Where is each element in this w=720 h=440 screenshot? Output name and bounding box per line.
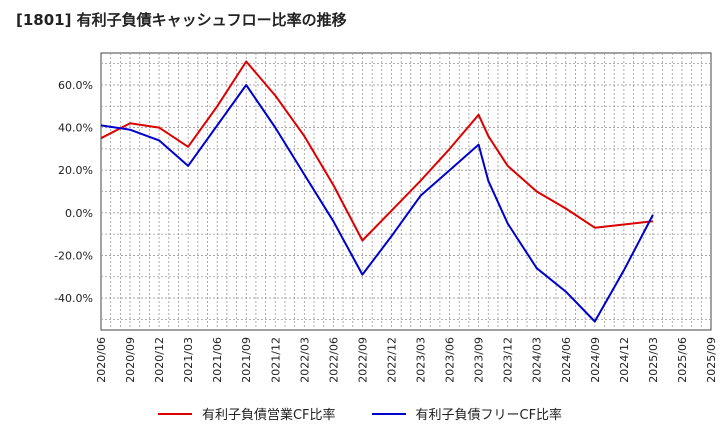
- legend-label-free-cf: 有利子負債フリーCF比率: [415, 408, 563, 423]
- y-tick-label: 0.0%: [65, 207, 93, 220]
- chart-title: [1801] 有利子負債キャッシュフロー比率の推移: [16, 11, 347, 29]
- x-tick-label: 2023/06: [444, 337, 457, 383]
- x-tick-label: 2022/06: [327, 337, 340, 383]
- y-tick-label: -40.0%: [54, 292, 93, 305]
- x-tick-label: 2023/03: [415, 337, 428, 383]
- x-tick-label: 2024/09: [589, 337, 602, 383]
- x-tick-label: 2024/03: [531, 337, 544, 383]
- y-tick-label: 20.0%: [58, 164, 93, 177]
- x-tick-label: 2025/06: [676, 337, 689, 383]
- x-tick-label: 2025/09: [705, 337, 718, 383]
- x-tick-label: 2021/03: [182, 337, 195, 383]
- legend-item-free-cf: 有利子負債フリーCF比率: [371, 404, 563, 423]
- legend-label-operating-cf: 有利子負債営業CF比率: [201, 408, 336, 423]
- x-tick-label: 2020/12: [153, 337, 166, 383]
- y-tick-label: -20.0%: [54, 249, 93, 262]
- x-tick-label: 2020/06: [95, 337, 108, 383]
- x-tick-label: 2024/12: [618, 337, 631, 383]
- x-tick-label: 2023/09: [473, 337, 486, 383]
- legend-swatch-red: [157, 412, 192, 415]
- x-tick-label: 2023/12: [502, 337, 515, 383]
- x-tick-label: 2025/03: [647, 337, 660, 383]
- y-tick-label: 40.0%: [58, 122, 93, 135]
- x-tick-label: 2024/06: [560, 337, 573, 383]
- series-line-2: [100, 84, 654, 323]
- x-tick-label: 2021/12: [269, 337, 282, 383]
- x-tick-label: 2022/03: [298, 337, 311, 383]
- x-tick-label: 2020/09: [124, 337, 137, 383]
- legend-item-operating-cf: 有利子負債営業CF比率: [157, 404, 336, 423]
- series-line-1: [100, 60, 654, 242]
- legend: 有利子負債営業CF比率 有利子負債フリーCF比率: [0, 404, 720, 423]
- x-tick-label: 2021/06: [211, 337, 224, 383]
- x-tick-label: 2022/09: [356, 337, 369, 383]
- x-tick-label: 2021/09: [240, 337, 253, 383]
- x-tick-label: 2022/12: [385, 337, 398, 383]
- legend-swatch-blue: [371, 412, 406, 415]
- y-tick-label: 60.0%: [58, 79, 93, 92]
